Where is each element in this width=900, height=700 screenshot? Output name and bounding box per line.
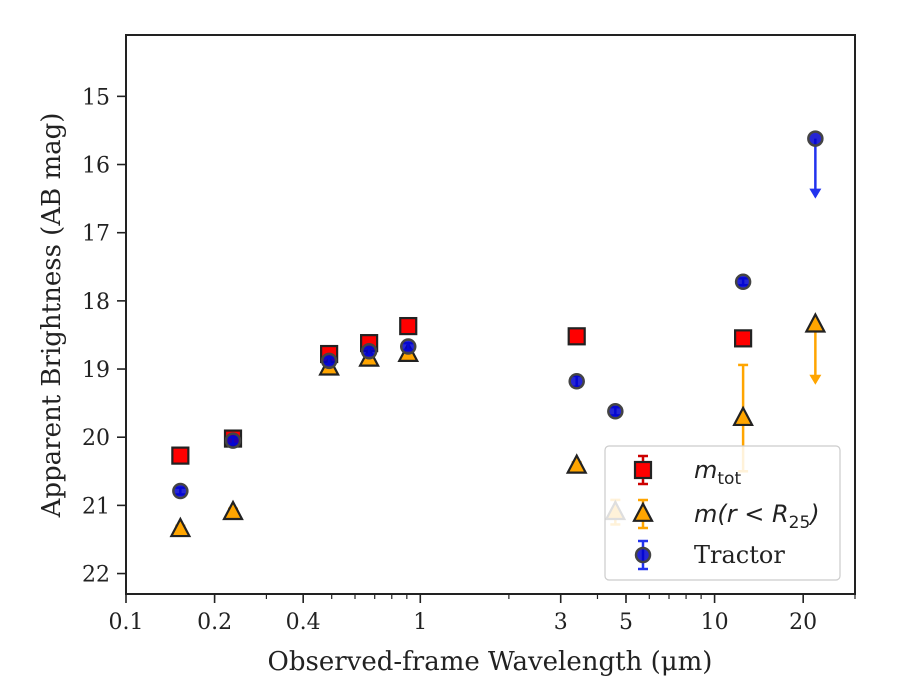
x-tick-label: 10 [701, 610, 729, 635]
marker-mr25 [804, 312, 827, 333]
marker-tractor [607, 403, 624, 420]
y-tick-label: 22 [82, 563, 110, 588]
legend-label-tractor: Tractor [694, 541, 785, 569]
y-tick-label: 21 [82, 494, 110, 519]
legend: mtot m(r < R25) Tractor [604, 445, 841, 581]
marker-tractor [320, 352, 338, 370]
marker-mtot [171, 446, 190, 465]
marker-tractor [360, 343, 378, 360]
y-tick-label: 16 [82, 154, 110, 179]
legend-label-mtot: mtot [694, 456, 741, 489]
marker-tractor [807, 130, 824, 147]
marker-mtot [399, 316, 418, 336]
x-tick-label: 1 [413, 610, 427, 635]
marker-tractor [172, 482, 189, 500]
series-tractor [172, 130, 824, 500]
legend-marker-mr25 [632, 501, 654, 522]
y-tick-label: 15 [82, 85, 110, 110]
series-mtot [171, 316, 753, 465]
marker-tractor [734, 273, 752, 291]
upper-limit-arrow-head [809, 374, 822, 385]
y-tick-label: 18 [82, 290, 110, 315]
x-tick-label: 0.2 [197, 610, 232, 635]
marker-mr25 [732, 405, 754, 427]
axis-ticks: 0.1 0.2 0.4 1 3 5 10 20 15 16 17 18 19 20 21 22 [82, 85, 856, 635]
marker-tractor [568, 373, 585, 390]
legend-label-mr25: m(r < R25) [694, 500, 820, 533]
x-tick-label: 20 [789, 610, 817, 635]
data-points [169, 130, 827, 538]
upper-limit-arrow-head [809, 188, 822, 199]
legend-marker-mtot [633, 460, 653, 480]
x-tick-label: 5 [619, 610, 633, 635]
legend-marker-tractor [634, 546, 652, 564]
marker-tractor [399, 338, 417, 355]
marker-tractor [224, 432, 242, 449]
marker-mr25 [565, 453, 588, 474]
legend-box [604, 445, 841, 581]
y-axis-label: Apparent Brightness (AB mag) [37, 113, 67, 519]
x-axis-label: Observed-frame Wavelength (μm) [268, 647, 713, 677]
x-tick-label: 0.4 [286, 610, 321, 635]
y-tick-label: 20 [82, 426, 110, 451]
y-tick-label: 17 [82, 222, 110, 247]
x-tick-label: 3 [554, 610, 568, 635]
plot-frame [125, 34, 856, 595]
x-tick-label: 0.1 [109, 610, 144, 635]
marker-mr25 [222, 499, 244, 521]
marker-mr25 [169, 516, 192, 538]
y-tick-label: 19 [82, 358, 110, 383]
marker-mtot [734, 329, 753, 348]
marker-mtot [567, 327, 586, 346]
